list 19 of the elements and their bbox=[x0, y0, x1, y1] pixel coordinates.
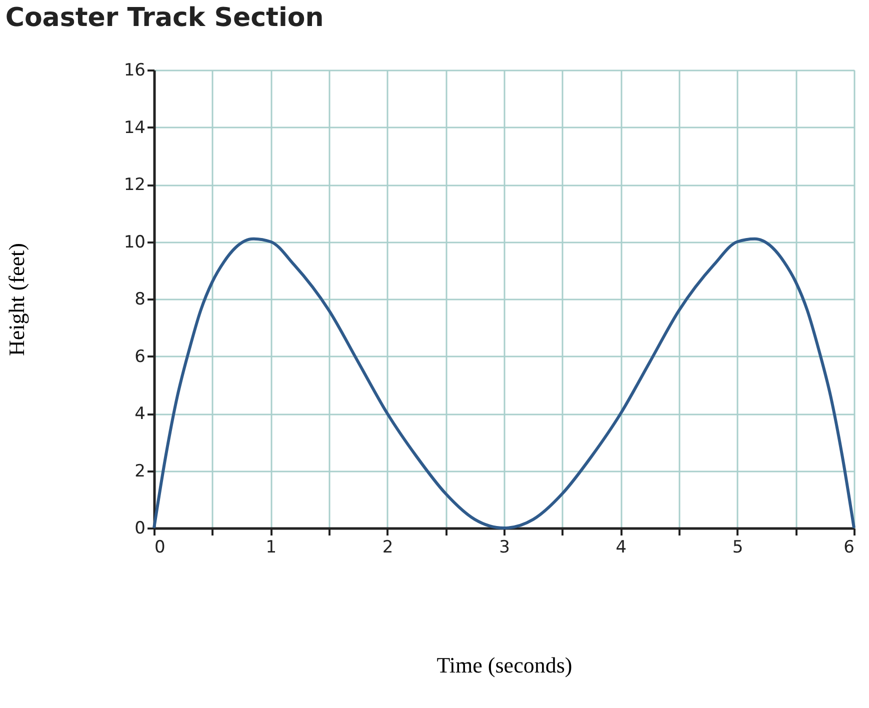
y-tick-label: 4 bbox=[134, 404, 146, 424]
y-tick-label: 14 bbox=[124, 118, 146, 138]
y-tick-label: 10 bbox=[124, 232, 146, 252]
x-axis-title: Time (seconds) bbox=[436, 652, 572, 678]
x-tick-label: 3 bbox=[499, 538, 510, 558]
x-tick-label: 4 bbox=[616, 538, 627, 558]
chart-title: Coaster Track Section bbox=[5, 3, 324, 33]
x-tick-label: 5 bbox=[732, 538, 744, 558]
y-tick-label: 0 bbox=[134, 518, 146, 538]
y-tick-label: 6 bbox=[134, 346, 146, 367]
x-tick-label: 1 bbox=[266, 538, 277, 558]
y-tick-label: 16 bbox=[124, 60, 146, 80]
y-tick-label: 8 bbox=[134, 290, 146, 310]
x-tick-label: 0 bbox=[154, 538, 166, 558]
x-tick-label: 6 bbox=[844, 538, 854, 558]
y-tick-label: 12 bbox=[124, 175, 146, 195]
y-tick-label: 2 bbox=[134, 461, 146, 482]
x-tick-label: 2 bbox=[382, 538, 394, 558]
y-axis-title: Height (feet) bbox=[4, 243, 29, 356]
